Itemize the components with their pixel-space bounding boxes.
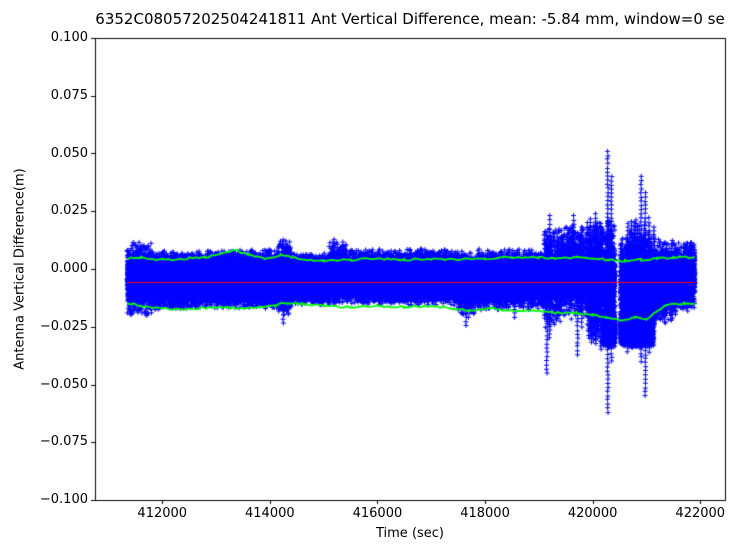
y-tick-label: −0.075 — [39, 434, 88, 450]
y-axis-label: Antenna Vertical Difference(m) — [12, 168, 28, 370]
x-tick-label: 416000 — [352, 506, 403, 521]
x-tick-label: 414000 — [245, 506, 295, 521]
x-axis-label: Time (sec) — [375, 526, 445, 541]
y-tick-label: 0.050 — [50, 145, 88, 161]
y-tick-label: 0.000 — [50, 261, 88, 276]
x-tick-label: 420000 — [567, 506, 618, 521]
y-tick-label: −0.050 — [39, 376, 88, 392]
x-tick-label: 422000 — [675, 506, 726, 521]
y-tick-label: −0.100 — [39, 492, 88, 507]
y-tick-label: 0.075 — [50, 87, 88, 103]
y-tick-label: 0.025 — [50, 203, 88, 219]
x-tick-label: 412000 — [137, 506, 188, 521]
x-tick-label: 418000 — [460, 506, 510, 521]
y-tick-label: 0.100 — [50, 30, 88, 45]
y-tick-label: −0.025 — [39, 318, 88, 334]
chart-title: 6352C08057202504241811 Ant Vertical Diff… — [95, 10, 725, 28]
